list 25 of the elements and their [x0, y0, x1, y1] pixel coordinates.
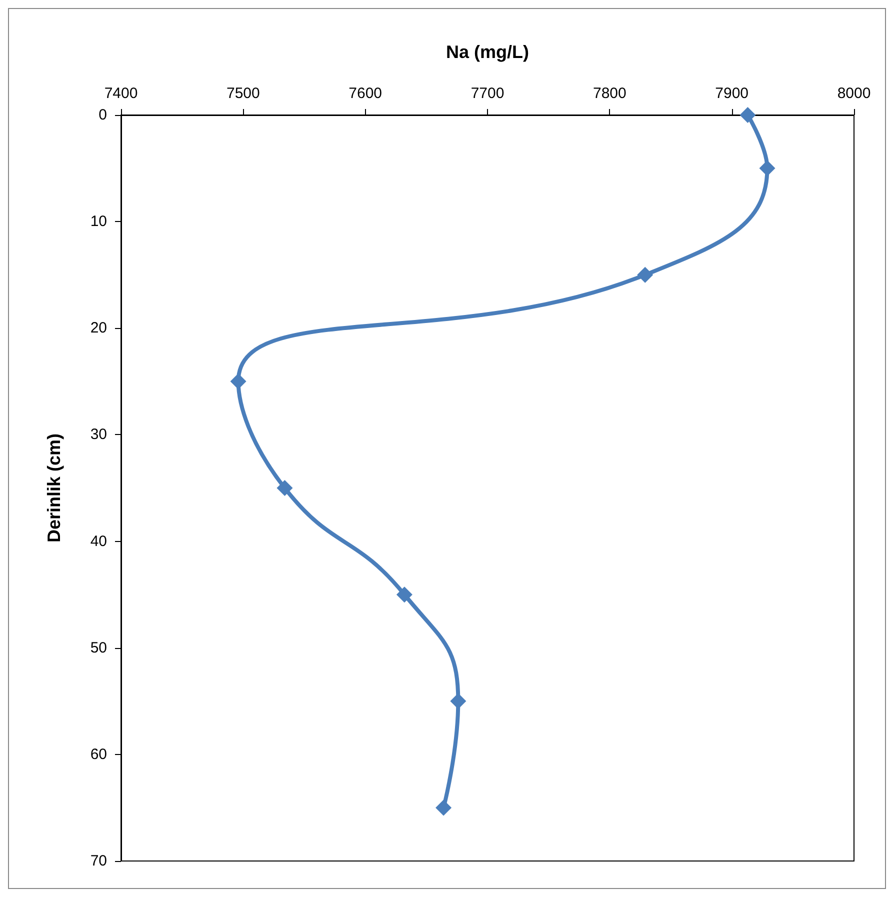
y-tick-label: 10 — [90, 213, 107, 230]
x-tick-label: 7800 — [592, 85, 626, 102]
x-tick-label: 7500 — [226, 85, 260, 102]
x-tick-label: 7400 — [104, 85, 138, 102]
y-tick-label: 20 — [90, 320, 107, 337]
y-tick-label: 50 — [90, 639, 107, 656]
point — [759, 160, 776, 176]
point — [450, 693, 466, 710]
point — [396, 586, 412, 603]
x-tick-label: 7900 — [715, 85, 749, 102]
y-tick-label: 30 — [90, 426, 107, 444]
y-tick-label: 40 — [90, 532, 107, 550]
point — [230, 373, 246, 390]
point — [276, 480, 293, 496]
point — [637, 266, 654, 283]
x-tick-label: 7600 — [348, 85, 382, 102]
point — [740, 107, 756, 123]
point — [436, 800, 452, 816]
y-axis-title: Derinlik (cm) — [44, 433, 64, 543]
x-tick-label: 8000 — [837, 85, 871, 102]
x-axis-title: Na (mg/L) — [446, 42, 529, 62]
y-tick-label: 70 — [90, 852, 107, 870]
y-tick-label: 0 — [98, 106, 107, 124]
y-tick-label: 60 — [90, 746, 107, 763]
x-tick-label: 7700 — [470, 85, 504, 102]
